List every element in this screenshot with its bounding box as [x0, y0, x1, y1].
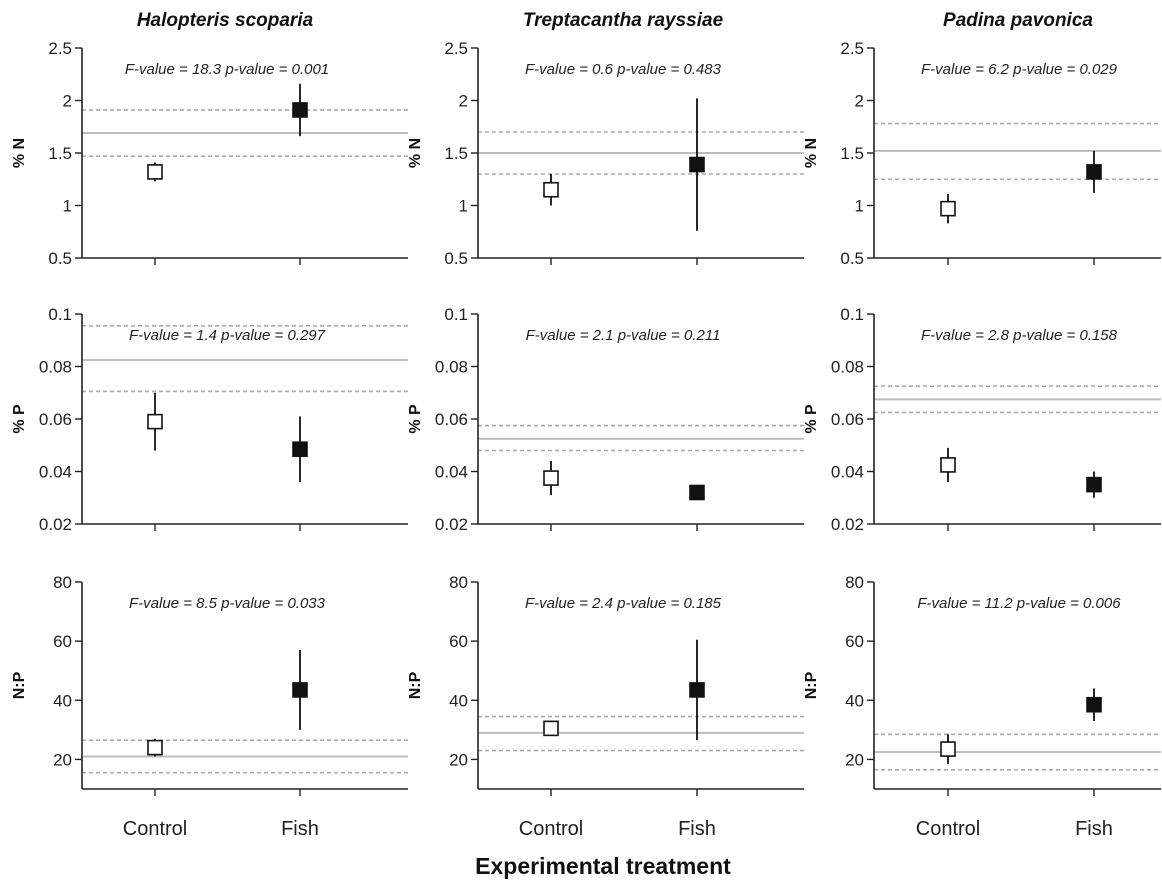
panel-4: 0.02 0.04 0.06 0.08 0.1 % P F-value = 1.4 p-va…: [11, 305, 408, 534]
y-tick-label: 80: [449, 573, 468, 592]
stats-annotation: F-value = 8.5 p-value = 0.033: [129, 595, 326, 612]
x-category-label: Control: [123, 818, 187, 840]
data-point-control: [543, 181, 559, 198]
y-axis-label: % N: [407, 138, 424, 168]
y-tick-label: 40: [53, 691, 72, 710]
data-point-control: [543, 470, 559, 486]
data-point-fish: [689, 682, 705, 698]
data-point-fish: [689, 156, 705, 173]
y-tick-label: 1: [459, 197, 468, 216]
y-tick-label: 1.5: [444, 144, 468, 163]
data-point-fish: [1086, 696, 1102, 713]
data-point-fish: [292, 102, 308, 118]
y-tick-label: 60: [53, 632, 72, 651]
y-tick-label: 2.5: [444, 39, 468, 58]
y-tick-label: 0.1: [444, 305, 468, 324]
data-point-fish: [1086, 164, 1102, 180]
x-category-label: Fish: [1075, 818, 1113, 840]
y-tick-label: 20: [53, 750, 72, 769]
y-tick-label: 0.02: [39, 515, 72, 534]
y-tick-label: 0.04: [831, 463, 864, 482]
y-axis-label: % N: [11, 138, 28, 168]
stats-annotation: F-value = 2.8 p-value = 0.158: [921, 327, 1118, 344]
y-tick-label: 0.06: [831, 410, 864, 429]
y-tick-label: 1: [63, 197, 72, 216]
y-tick-label: 0.06: [39, 410, 72, 429]
y-tick-label: 0.04: [435, 463, 468, 482]
data-point-control: [147, 739, 163, 756]
x-category-label: Fish: [281, 818, 319, 840]
panel-6: 0.02 0.04 0.06 0.08 0.1 % P F-value = 2.8 p-va…: [803, 305, 1161, 534]
y-tick-label: 80: [845, 573, 864, 592]
stats-annotation: F-value = 11.2 p-value = 0.006: [917, 595, 1121, 612]
y-tick-label: 60: [845, 632, 864, 651]
data-point-fish: [689, 484, 705, 501]
panel-5: 0.02 0.04 0.06 0.08 0.1 % P F-value = 2.1 p-va…: [407, 305, 804, 534]
y-axis-label: N:P: [407, 671, 424, 699]
y-tick-label: 20: [845, 750, 864, 769]
y-axis-label: % N: [803, 138, 820, 168]
panel-1: 0.5 1 1.5 2 2.5 % N F-value = 18.3 p-value = 0…: [11, 39, 408, 268]
y-tick-label: 0.1: [840, 305, 864, 324]
y-tick-label: 2: [63, 92, 72, 111]
data-point-control: [543, 720, 559, 737]
y-tick-label: 2: [855, 92, 864, 111]
y-tick-label: 0.5: [840, 249, 864, 268]
y-tick-label: 2.5: [840, 39, 864, 58]
y-tick-label: 2.5: [48, 39, 72, 58]
y-tick-label: 0.08: [39, 358, 72, 377]
stats-annotation: F-value = 6.2 p-value = 0.029: [921, 61, 1118, 78]
data-point-control: [940, 457, 956, 473]
y-tick-label: 80: [53, 573, 72, 592]
y-tick-label: 1.5: [840, 144, 864, 163]
data-point-fish: [292, 682, 308, 698]
y-tick-label: 0.5: [444, 249, 468, 268]
panel-8: 20 40 60 80 N:P F-value = 2.4 p-value = 0.185…: [407, 573, 804, 840]
stats-annotation: F-value = 2.1 p-value = 0.211: [526, 327, 721, 344]
y-tick-label: 20: [449, 750, 468, 769]
y-axis-label: N:P: [11, 671, 28, 699]
y-axis-label: % P: [11, 404, 28, 434]
y-tick-label: 1.5: [48, 144, 72, 163]
y-tick-label: 0.02: [831, 515, 864, 534]
y-tick-label: 0.02: [435, 515, 468, 534]
panel-3: 0.5 1 1.5 2 2.5 % N F-value = 6.2 p-value = 0.…: [803, 39, 1161, 268]
y-tick-label: 1: [855, 197, 864, 216]
data-point-control: [147, 413, 163, 430]
y-tick-label: 0.04: [39, 463, 72, 482]
panel-2: 0.5 1 1.5 2 2.5 % N F-value = 0.6 p-value = 0.…: [407, 39, 804, 268]
y-tick-label: 0.08: [435, 358, 468, 377]
y-tick-label: 0.06: [435, 410, 468, 429]
panel-7: 20 40 60 80 N:P F-value = 8.5 p-value = 0.033…: [11, 573, 408, 840]
y-tick-label: 0.5: [48, 249, 72, 268]
y-axis-label: % P: [803, 404, 820, 434]
panel-9: 20 40 60 80 N:P F-value = 11.2 p-value = 0.00…: [803, 573, 1161, 840]
y-tick-label: 2: [459, 92, 468, 111]
y-axis-label: % P: [407, 404, 424, 434]
y-axis-label: N:P: [803, 671, 820, 699]
stats-annotation: F-value = 0.6 p-value = 0.483: [525, 61, 722, 78]
y-tick-label: 0.1: [48, 305, 72, 324]
column-title: Padina pavonica: [943, 10, 1093, 31]
data-point-fish: [292, 441, 308, 457]
data-point-fish: [1086, 476, 1102, 493]
y-tick-label: 60: [449, 632, 468, 651]
column-title: Halopteris scoparia: [137, 10, 314, 31]
y-tick-label: 40: [845, 691, 864, 710]
stats-annotation: F-value = 2.4 p-value = 0.185: [525, 595, 722, 612]
y-tick-label: 0.08: [831, 358, 864, 377]
x-category-label: Fish: [678, 818, 716, 840]
x-category-label: Control: [916, 818, 980, 840]
y-tick-label: 40: [449, 691, 468, 710]
data-point-control: [940, 200, 956, 217]
data-point-control: [147, 164, 163, 180]
data-point-control: [940, 741, 956, 757]
stats-annotation: F-value = 1.4 p-value = 0.297: [129, 327, 326, 344]
stats-annotation: F-value = 18.3 p-value = 0.001: [125, 61, 329, 78]
x-category-label: Control: [519, 818, 583, 840]
x-axis-title: Experimental treatment: [475, 853, 731, 879]
column-title: Treptacantha rayssiae: [523, 10, 724, 31]
